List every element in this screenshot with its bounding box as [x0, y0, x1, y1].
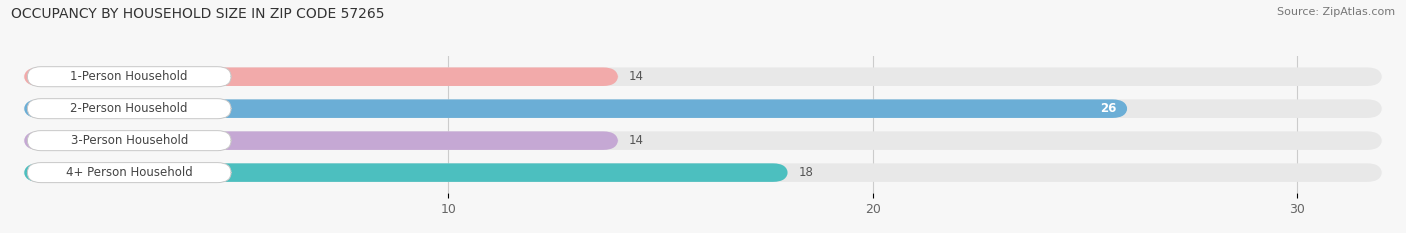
- Text: OCCUPANCY BY HOUSEHOLD SIZE IN ZIP CODE 57265: OCCUPANCY BY HOUSEHOLD SIZE IN ZIP CODE …: [11, 7, 385, 21]
- Text: 4+ Person Household: 4+ Person Household: [66, 166, 193, 179]
- FancyBboxPatch shape: [27, 131, 231, 151]
- FancyBboxPatch shape: [24, 163, 787, 182]
- FancyBboxPatch shape: [24, 67, 1382, 86]
- FancyBboxPatch shape: [27, 67, 231, 87]
- FancyBboxPatch shape: [24, 163, 1382, 182]
- FancyBboxPatch shape: [24, 67, 619, 86]
- FancyBboxPatch shape: [24, 99, 1382, 118]
- Text: 1-Person Household: 1-Person Household: [70, 70, 188, 83]
- FancyBboxPatch shape: [24, 99, 1128, 118]
- Text: 14: 14: [628, 70, 644, 83]
- FancyBboxPatch shape: [27, 163, 231, 183]
- FancyBboxPatch shape: [24, 131, 1382, 150]
- Text: 2-Person Household: 2-Person Household: [70, 102, 188, 115]
- FancyBboxPatch shape: [24, 131, 619, 150]
- Text: 18: 18: [799, 166, 813, 179]
- Text: Source: ZipAtlas.com: Source: ZipAtlas.com: [1277, 7, 1395, 17]
- Text: 3-Person Household: 3-Person Household: [70, 134, 188, 147]
- FancyBboxPatch shape: [27, 99, 231, 119]
- Text: 14: 14: [628, 134, 644, 147]
- Text: 26: 26: [1101, 102, 1116, 115]
